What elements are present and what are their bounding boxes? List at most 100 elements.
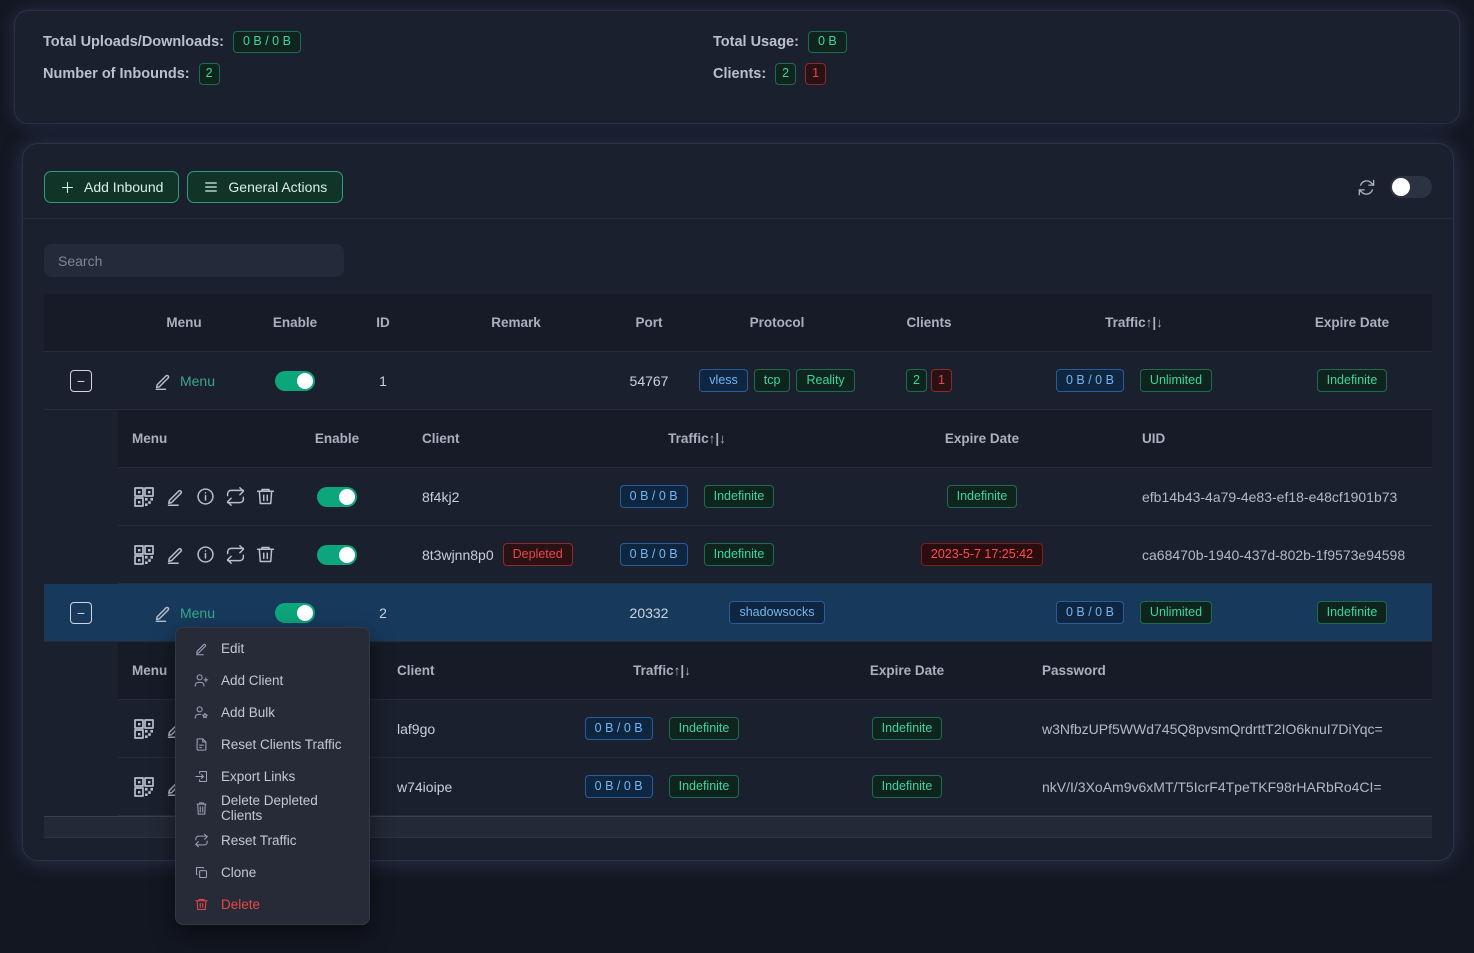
dark-mode-toggle[interactable] xyxy=(1390,176,1432,198)
menu-item-add-client[interactable]: Add Client xyxy=(176,664,369,696)
delete-depleted-clients-icon xyxy=(196,801,207,815)
depleted-badge: Depleted xyxy=(502,543,573,566)
clients-active-badge: 2 xyxy=(906,369,927,392)
refresh-icon[interactable] xyxy=(1357,178,1376,197)
traffic-badge: 0 B / 0 B xyxy=(619,485,688,508)
menu-item-export-links[interactable]: Export Links xyxy=(176,760,369,792)
traffic-badge: 0 B / 0 B xyxy=(584,717,653,740)
toggle-knob xyxy=(339,546,355,563)
table-footer-strip xyxy=(44,816,1432,838)
header-port: Port xyxy=(635,315,663,330)
client-row: 8f4kj2 0 B / 0 B Indefinite Indefinite e… xyxy=(118,468,1432,526)
toolbar: Add Inbound General Actions xyxy=(23,144,1453,219)
add-inbound-button[interactable]: Add Inbound xyxy=(44,171,180,203)
qr-code-icon[interactable] xyxy=(132,543,156,567)
delete-client-icon[interactable] xyxy=(255,486,276,507)
export-links-icon xyxy=(195,770,208,782)
expire-date-badge: Indefinite xyxy=(871,775,943,798)
menu-item-label: Clone xyxy=(221,864,257,880)
edit-client-icon[interactable] xyxy=(165,544,186,565)
menu-item-reset-clients-traffic[interactable]: Reset Clients Traffic xyxy=(176,728,369,760)
reset-traffic-icon[interactable] xyxy=(225,486,246,507)
add-bulk-icon xyxy=(194,705,208,719)
header-id: ID xyxy=(376,315,390,330)
edit-client-icon[interactable] xyxy=(165,486,186,507)
collapse-row-button[interactable]: − xyxy=(70,601,92,624)
delete-icon xyxy=(195,898,208,910)
client-password: nkV/I/3XoAm9v6xMT/T5IcrF4TpeTKF98rHARbRo… xyxy=(1042,778,1382,795)
table-header-row: Menu Enable ID Remark Port Protocol Clie… xyxy=(44,294,1432,352)
header-menu: Menu xyxy=(132,431,168,446)
traffic-badge: 0 B / 0 B xyxy=(584,775,653,798)
inbound-menu-button[interactable]: Menu xyxy=(153,603,215,623)
add-client-icon xyxy=(194,673,209,687)
info-icon[interactable] xyxy=(195,544,216,565)
header-expire-date: Expire Date xyxy=(869,663,945,678)
client-password: w3NfbzUPf5WWd745Q8pvsmQrdrttT2IO6knuI7Di… xyxy=(1042,720,1383,737)
menu-item-edit[interactable]: Edit xyxy=(176,632,369,664)
header-menu: Menu xyxy=(166,315,202,330)
collapse-row-button[interactable]: − xyxy=(70,369,92,392)
enable-toggle[interactable] xyxy=(275,602,315,623)
stats-right-column: Total Usage: 0 B Clients: 2 1 xyxy=(713,26,1459,123)
toggle-knob xyxy=(339,488,355,505)
inbound-port: 54767 xyxy=(629,372,669,389)
reset-clients-traffic-icon xyxy=(196,737,207,751)
inbound-row-1: − Menu 1 54767 vless tcp Reality 2 xyxy=(44,352,1432,410)
enable-toggle[interactable] xyxy=(317,544,357,565)
client-uid: efb14b43-4a79-4e83-ef18-e48cf1901b73 xyxy=(1142,488,1398,505)
enable-toggle[interactable] xyxy=(275,370,315,391)
minus-icon: − xyxy=(76,604,86,621)
delete-client-icon[interactable] xyxy=(255,544,276,565)
minus-icon: − xyxy=(76,372,86,389)
traffic-limit-badge: Unlimited xyxy=(1139,601,1213,624)
header-clients: Clients xyxy=(906,315,952,330)
menu-item-label: Delete xyxy=(221,896,261,912)
menu-item-delete-depleted-clients[interactable]: Delete Depleted Clients xyxy=(176,792,369,824)
expire-date-badge: 2023-5-7 17:25:42 xyxy=(920,543,1044,566)
stats-panel: Total Uploads/Downloads: 0 B / 0 B Numbe… xyxy=(14,10,1460,124)
search-input[interactable] xyxy=(44,244,344,277)
qr-code-icon[interactable] xyxy=(132,775,156,799)
total-usage: Total Usage: 0 B xyxy=(713,26,1459,58)
header-client: Client xyxy=(397,663,435,678)
reset-traffic-icon[interactable] xyxy=(225,544,246,565)
info-icon[interactable] xyxy=(195,486,216,507)
header-protocol: Protocol xyxy=(749,315,805,330)
traffic-limit-badge: Indefinite xyxy=(668,717,740,740)
inbound-menu-label: Menu xyxy=(179,372,216,389)
plus-icon xyxy=(61,181,74,193)
protocol-badge: shadowsocks xyxy=(729,601,825,624)
traffic-limit-badge: Unlimited xyxy=(1139,369,1213,392)
menu-item-label: Add Bulk xyxy=(221,704,276,720)
enable-toggle[interactable] xyxy=(317,486,357,507)
qr-code-icon[interactable] xyxy=(132,485,156,509)
uploads-label: Total Uploads/Downloads: xyxy=(43,34,224,50)
qr-code-icon[interactable] xyxy=(132,717,156,741)
header-traffic-sort[interactable]: Traffic↑|↓ xyxy=(633,663,691,678)
expire-date-badge: Indefinite xyxy=(871,717,943,740)
header-client: Client xyxy=(422,431,460,446)
menu-item-label: Add Client xyxy=(221,672,284,688)
client-name: 8t3wjnn8p0 xyxy=(422,546,494,563)
inbounds-label: Number of Inbounds: xyxy=(43,66,190,82)
header-uid: UID xyxy=(1142,431,1166,446)
header-expire-date: Expire Date xyxy=(944,431,1020,446)
menu-item-delete[interactable]: Delete xyxy=(176,888,369,920)
menu-item-reset-traffic[interactable]: Reset Traffic xyxy=(176,824,369,856)
client-table-header-row: Menu Enable Client Traffic↑|↓ Expire Dat… xyxy=(118,410,1432,468)
header-traffic-sort[interactable]: Traffic↑|↓ xyxy=(1105,315,1163,330)
header-remark: Remark xyxy=(491,315,541,330)
traffic-limit-badge: Indefinite xyxy=(703,485,775,508)
inbound-menu-button[interactable]: Menu xyxy=(153,371,215,391)
traffic-limit-badge: Indefinite xyxy=(703,543,775,566)
inbound-id: 2 xyxy=(379,604,387,621)
menu-item-label: Reset Traffic xyxy=(221,832,297,848)
header-traffic-sort[interactable]: Traffic↑|↓ xyxy=(668,431,726,446)
traffic-badge: 0 B / 0 B xyxy=(619,543,688,566)
general-actions-button[interactable]: General Actions xyxy=(187,171,344,203)
menu-item-clone[interactable]: Clone xyxy=(176,856,369,888)
menu-item-add-bulk[interactable]: Add Bulk xyxy=(176,696,369,728)
edit-icon xyxy=(155,606,170,622)
number-of-inbounds: Number of Inbounds: 2 xyxy=(43,58,713,90)
